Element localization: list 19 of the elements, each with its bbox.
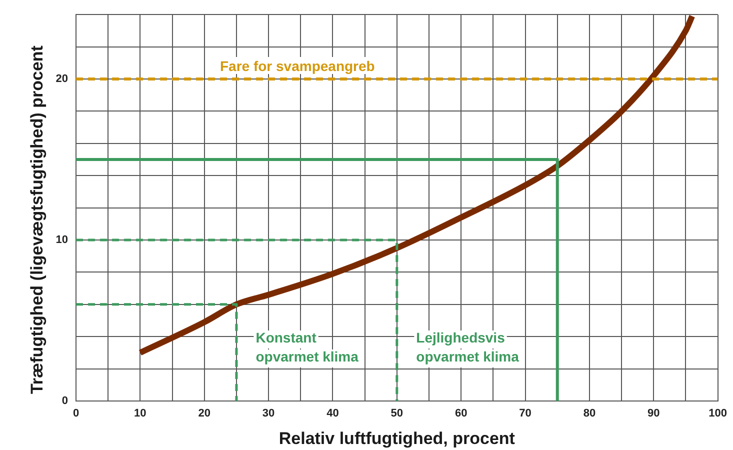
x-tick-label: 20 — [198, 408, 210, 420]
x-tick-label: 80 — [583, 408, 596, 420]
y-axis-title: Træfugtighed (ligevægtsfugtighed) procent — [28, 45, 47, 394]
x-tick-label: 100 — [708, 408, 728, 420]
x-tick-label: 60 — [454, 408, 468, 420]
x-tick-label: 70 — [519, 408, 532, 420]
x-tick-label: 90 — [648, 408, 660, 420]
x-tick-label: 40 — [326, 408, 339, 420]
annotation: Konstant opvarmet klima — [256, 329, 359, 364]
y-tick-label: 20 — [56, 73, 68, 86]
y-tick-label: 10 — [56, 234, 68, 246]
x-tick-label: 0 — [72, 408, 80, 420]
annotation: Lejlighedsvis opvarmet klima — [416, 329, 520, 364]
x-axis-title: Relativ luftfugtighed, procent — [278, 429, 516, 448]
ref-line-label: Fare for svampeangreb — [220, 58, 375, 74]
x-tick-label: 30 — [262, 408, 275, 420]
y-tick-label: 0 — [62, 395, 68, 408]
x-tick-label: 50 — [390, 408, 404, 420]
x-tick-label: 10 — [134, 408, 146, 420]
